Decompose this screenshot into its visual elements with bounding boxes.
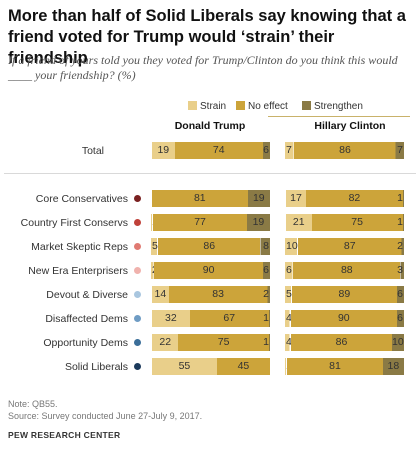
legend-underline: [268, 116, 410, 117]
row-label-country-first-conservs: Country First Conservs: [20, 217, 128, 229]
group-dot-market-skeptic-reps: [134, 243, 141, 250]
bar-clinton-solid-liberals: 18118: [285, 358, 404, 375]
segment-strengthen: 10: [392, 334, 404, 351]
bar-clinton-country-first-conservs: 21 75 1: [286, 214, 404, 231]
segment-no-effect: 87: [297, 238, 402, 255]
segment-no-effect: 90: [154, 262, 263, 279]
bar-trump-devout-and-diverse: 14 83 2: [152, 286, 270, 303]
chart-title: More than half of Solid Liberals say kno…: [8, 7, 406, 67]
row-label-total: Total: [81, 145, 104, 157]
segment-strengthen: 3: [392, 262, 404, 279]
row-label-market-skeptic-reps: Market Skeptic Reps: [31, 241, 128, 253]
legend-item-strain: Strain: [188, 101, 226, 113]
group-dot-disaffected-dems: [134, 315, 141, 322]
segment-strain: 10: [285, 238, 298, 255]
bar-clinton-disaffected-dems: 4 90 6: [285, 310, 404, 327]
segment-strengthen: 1: [392, 190, 404, 207]
row-label-solid-liberals: Solid Liberals: [64, 361, 128, 373]
segment-no-effect: 67: [189, 310, 269, 327]
segment-strengthen: 1: [258, 310, 270, 327]
note: Note: QB55.: [8, 399, 58, 409]
row-label-core-conservatives: Core Conservatives: [35, 193, 128, 205]
segment-strengthen: 6: [258, 142, 270, 159]
bar-clinton-total: 7 86 7: [285, 142, 404, 159]
segment-no-effect: 86: [157, 238, 261, 255]
segment-strengthen: 6: [392, 286, 404, 303]
group-dot-opportunity-dems: [134, 339, 141, 346]
segment-strengthen: 1: [258, 334, 270, 351]
legend-item-no-effect: No effect: [236, 101, 288, 113]
segment-strengthen: 7: [392, 142, 404, 159]
bar-trump-total: 19 74 6: [152, 142, 270, 159]
bar-clinton-market-skeptic-reps: 10 87 2: [285, 238, 404, 255]
panel-title-clinton: Hillary Clinton: [314, 120, 386, 132]
row-label-disaffected-dems: Disaffected Dems: [45, 313, 128, 325]
segment-strain: 55: [152, 358, 217, 375]
segment-strengthen: 6: [258, 262, 270, 279]
group-dot-core-conservatives: [134, 195, 141, 202]
bar-trump-market-skeptic-reps: 5 86 8: [151, 238, 270, 255]
segment-no-effect: 77: [153, 214, 247, 231]
bar-trump-opportunity-dems: 22 75 1: [152, 334, 270, 351]
segment-no-effect: 74: [174, 142, 263, 159]
row-label-new-era-enterprisers: New Era Enterprisers: [28, 265, 128, 277]
segment-strengthen: 6: [392, 310, 404, 327]
segment-strain: 19: [152, 142, 175, 159]
legend-swatch-no-effect: [236, 101, 245, 110]
legend-item-strengthen: Strengthen: [302, 101, 363, 113]
row-label-opportunity-dems: Opportunity Dems: [43, 337, 128, 349]
bar-trump-disaffected-dems: 32 67 1: [152, 310, 270, 327]
group-dot-devout-and-diverse: [134, 291, 141, 298]
legend-label-strain: Strain: [200, 101, 227, 112]
legend-label-no-effect: No effect: [248, 101, 288, 112]
bar-clinton-devout-and-diverse: 5 89 6: [285, 286, 404, 303]
segment-strengthen: 19: [246, 214, 270, 231]
bar-trump-core-conservatives: 81 19: [152, 190, 270, 207]
group-dot-solid-liberals: [134, 363, 141, 370]
segment-no-effect: 75: [178, 334, 269, 351]
segment-no-effect: 75: [311, 214, 403, 231]
segment-strengthen: 19: [247, 190, 270, 207]
segment-strain: 32: [152, 310, 190, 327]
segment-strain: 21: [286, 214, 312, 231]
segment-no-effect: 45: [216, 358, 270, 375]
bar-clinton-new-era-enterprisers: 6 88 3: [285, 262, 404, 279]
segment-no-effect: 86: [294, 142, 396, 159]
panel-title-trump: Donald Trump: [174, 120, 246, 132]
segment-no-effect: 83: [168, 286, 268, 303]
row-label-devout-and-diverse: Devout & Diverse: [46, 289, 128, 301]
group-dot-new-era-enterprisers: [134, 267, 141, 274]
segment-strengthen: 2: [258, 286, 270, 303]
segment-strain: 7: [285, 142, 297, 159]
bar-trump-country-first-conservs: 17719: [151, 214, 270, 231]
segment-strain: 17: [286, 190, 307, 207]
segment-no-effect: 88: [293, 262, 401, 279]
segment-no-effect: 81: [152, 190, 248, 207]
segment-strengthen: 18: [382, 358, 404, 375]
bar-trump-solid-liberals: 55 45: [152, 358, 270, 375]
segment-no-effect: 82: [306, 190, 403, 207]
segment-strain: 22: [152, 334, 179, 351]
bar-clinton-opportunity-dems: 4 86 10: [285, 334, 404, 351]
segment-strengthen: 8: [258, 238, 270, 255]
legend-swatch-strain: [188, 101, 197, 110]
segment-no-effect: 86: [290, 334, 393, 351]
source-note: Source: Survey conducted June 27-July 9,…: [8, 411, 203, 421]
group-dot-country-first-conservs: [134, 219, 141, 226]
chart-subtitle: If a friend of yours told you they voted…: [8, 53, 398, 82]
segment-no-effect: 81: [287, 358, 383, 375]
segment-strengthen: 2: [392, 238, 404, 255]
total-divider: [4, 173, 416, 174]
segment-no-effect: 89: [291, 286, 397, 303]
legend-label-strengthen: Strengthen: [314, 101, 363, 112]
segment-strengthen: 1: [392, 214, 404, 231]
brand-name: PEW RESEARCH CENTER: [8, 430, 121, 440]
legend-swatch-strengthen: [302, 101, 311, 110]
legend: Strain No effect Strengthen: [0, 101, 420, 115]
bar-trump-new-era-enterprisers: 2906: [151, 262, 270, 279]
segment-no-effect: 90: [290, 310, 397, 327]
bar-clinton-core-conservatives: 17 82 1: [286, 190, 404, 207]
segment-strain: 14: [152, 286, 169, 303]
